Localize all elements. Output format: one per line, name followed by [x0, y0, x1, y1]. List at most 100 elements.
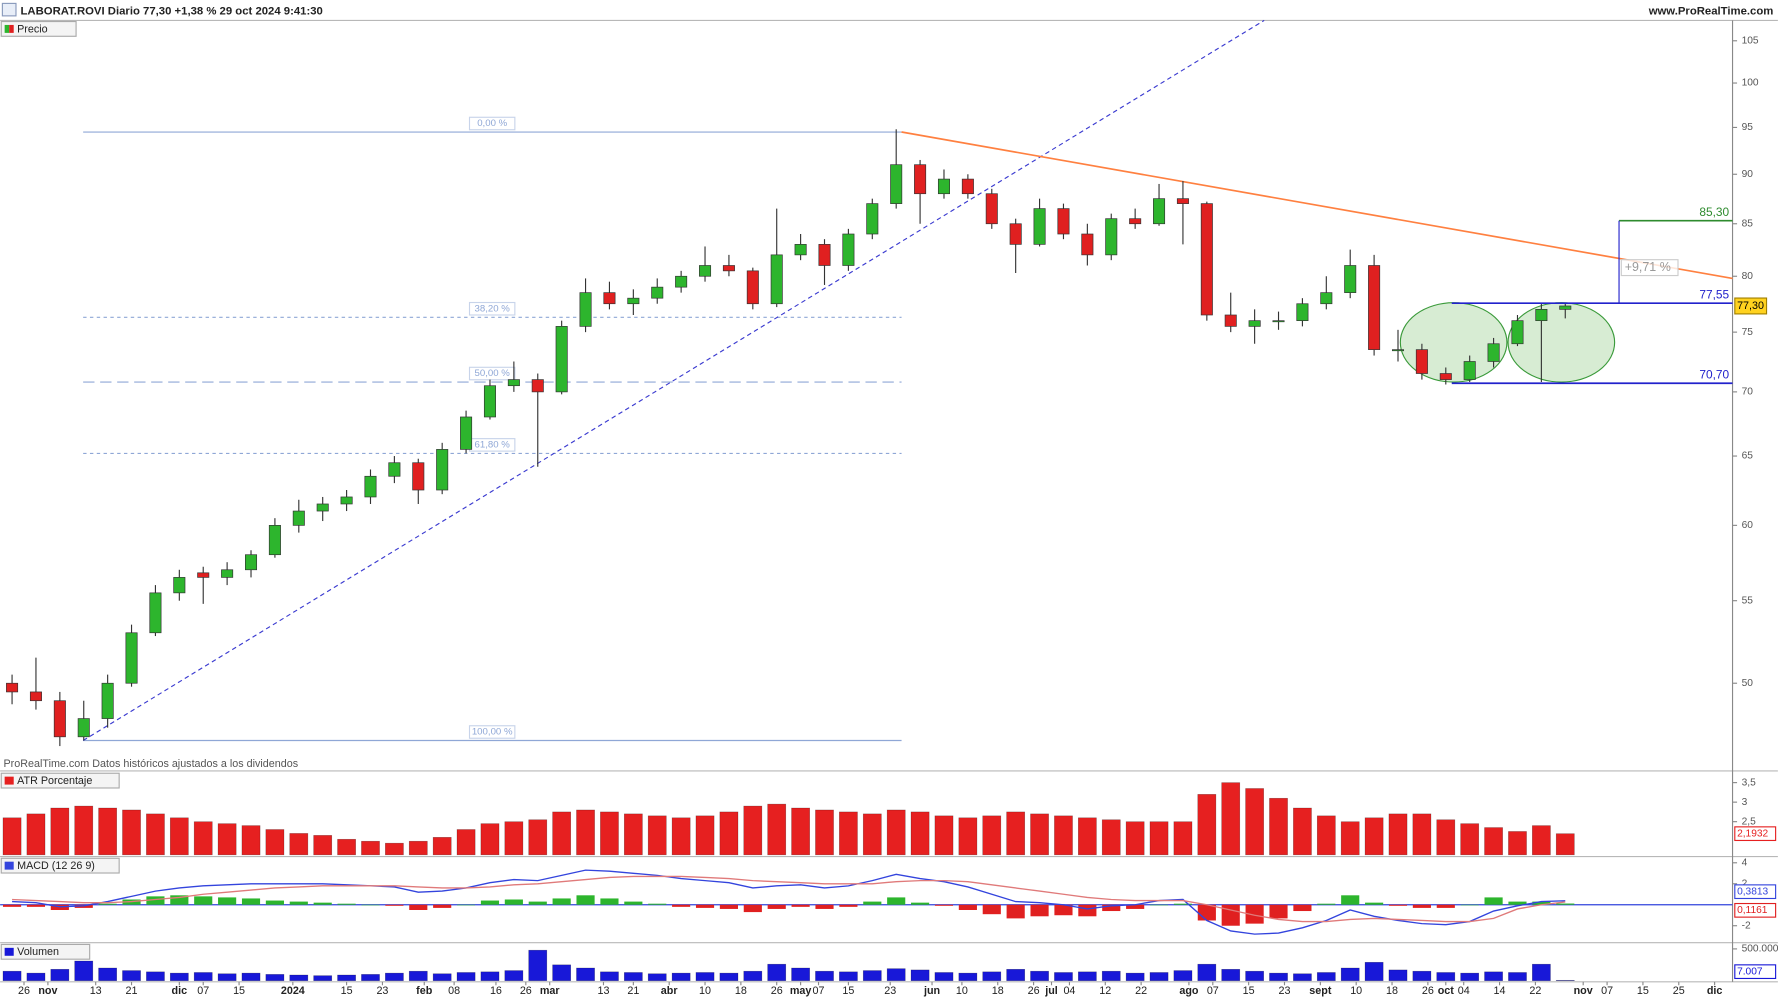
panel-header[interactable]: ATR Porcentaje — [0, 772, 120, 789]
bar — [600, 811, 619, 856]
histogram-bar — [528, 901, 547, 905]
value-label: 2,1932 — [1737, 828, 1768, 839]
site-name[interactable]: www.ProRealTime.com — [1648, 5, 1774, 17]
candle-body — [483, 385, 496, 418]
bar — [671, 817, 691, 856]
bar — [193, 972, 213, 982]
bar — [361, 840, 380, 856]
bar — [337, 974, 356, 982]
legend-swatch — [4, 776, 14, 785]
candle-body — [818, 244, 831, 266]
bar — [1030, 970, 1049, 982]
bar — [719, 811, 739, 856]
candle-body — [1439, 373, 1452, 380]
bar — [480, 823, 500, 856]
candle-body — [842, 233, 855, 266]
last-price-label: 77,30 — [1737, 300, 1764, 312]
candle-body — [6, 682, 19, 693]
bar — [719, 972, 739, 982]
bar — [50, 968, 70, 982]
candle-body — [1391, 349, 1405, 352]
panel-title: Precio — [17, 23, 48, 35]
bar — [74, 805, 94, 856]
histogram-bar — [1221, 904, 1240, 926]
bar — [958, 972, 978, 982]
value-label: 7.007 — [1737, 966, 1763, 977]
histogram-bar — [958, 904, 977, 910]
bar — [1078, 817, 1097, 856]
histogram-bar — [337, 903, 356, 905]
trendline — [82, 19, 1265, 741]
x-tick-label: 14 — [1494, 985, 1506, 997]
panel-header[interactable]: Volumen — [0, 943, 91, 960]
panel-header[interactable]: Precio — [0, 20, 77, 37]
last-price-box — [1734, 297, 1768, 315]
legend-swatch — [4, 861, 14, 870]
fib-label-box — [468, 116, 516, 131]
histogram-bar — [791, 904, 810, 907]
candle-body — [1320, 292, 1333, 305]
bar — [408, 840, 428, 856]
panel-title: ATR Porcentaje — [17, 775, 92, 787]
candle-body — [699, 265, 712, 277]
bar — [1293, 973, 1312, 982]
y-tick-label: 55 — [1742, 595, 1754, 606]
bar — [432, 837, 452, 856]
bar — [671, 972, 691, 982]
bar — [217, 823, 237, 856]
bar — [26, 972, 46, 982]
y-tick-label: 80 — [1742, 271, 1754, 282]
histogram-bar — [1149, 904, 1169, 906]
bar — [982, 815, 1002, 856]
histogram-bar — [504, 899, 523, 905]
bar — [1555, 833, 1575, 856]
bar — [1484, 827, 1503, 856]
y-tick-label: 60 — [1742, 520, 1754, 531]
bar — [193, 821, 213, 856]
candle-body — [1057, 208, 1070, 235]
bar — [504, 970, 524, 982]
candle-body — [1415, 349, 1428, 374]
candle-body — [1129, 218, 1142, 225]
bar — [1412, 970, 1432, 982]
bar — [385, 972, 404, 982]
candle-body — [1033, 208, 1046, 245]
x-tick-label: 15 — [341, 985, 353, 997]
histogram-bar — [1436, 904, 1455, 908]
candle-body — [961, 178, 974, 195]
histogram-bar — [1365, 902, 1384, 905]
app-icon[interactable] — [1, 2, 17, 17]
y-tick-label: 90 — [1742, 169, 1754, 180]
bar — [1269, 797, 1288, 856]
bar — [791, 967, 810, 982]
x-tick-label: 26 — [1422, 985, 1434, 997]
bar — [1149, 821, 1169, 856]
x-tick-label: 26 — [1028, 985, 1040, 997]
bar — [1030, 813, 1049, 856]
bar — [1532, 825, 1551, 856]
candle-body — [937, 178, 950, 195]
bar — [576, 967, 595, 982]
x-tick-label: 10 — [956, 985, 968, 997]
fib-label-box — [468, 366, 516, 381]
histogram-bar — [934, 904, 954, 906]
value-box — [1734, 964, 1777, 980]
legend-swatch — [4, 947, 14, 956]
panel-title: MACD (12 26 9) — [17, 860, 95, 872]
histogram-bar — [313, 902, 332, 905]
bar — [1269, 972, 1288, 982]
y-tick-label: 85 — [1742, 218, 1754, 229]
histogram-bar — [1078, 904, 1097, 917]
candle-body — [412, 462, 425, 491]
x-tick-label: 22 — [1529, 985, 1541, 997]
histogram-bar — [241, 898, 261, 905]
bar — [1316, 815, 1336, 856]
y-tick-label: 65 — [1742, 451, 1754, 462]
candle-body — [388, 462, 401, 477]
bar — [1173, 970, 1193, 982]
bar — [241, 972, 261, 982]
y-tick-label: 4 — [1742, 857, 1748, 868]
bar — [934, 972, 954, 982]
panel-header[interactable]: MACD (12 26 9) — [0, 857, 120, 874]
histogram-bar — [1556, 903, 1575, 905]
